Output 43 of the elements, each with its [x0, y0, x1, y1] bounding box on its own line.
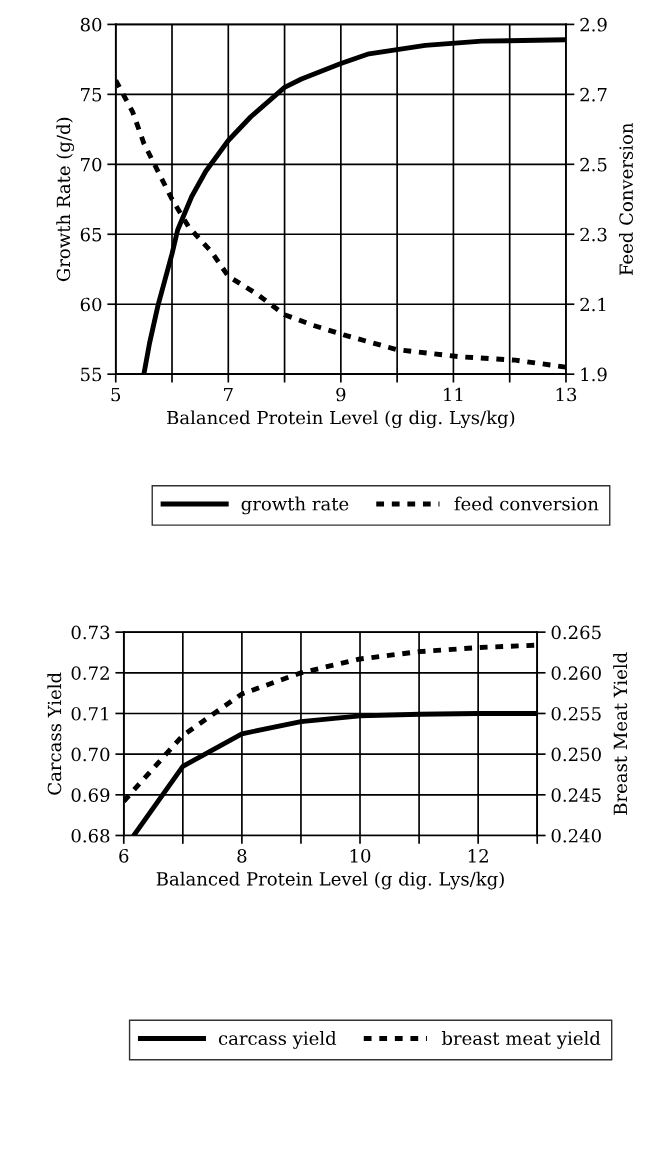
y-tick-label: 0.71: [71, 706, 109, 721]
x-axis-title: Balanced Protein Level (g dig. Lys/kg): [156, 871, 504, 890]
y-tick-label: 55: [81, 367, 102, 382]
x-tick-label: 8: [237, 848, 247, 863]
x-tick-label: 9: [336, 387, 346, 402]
y2-tick-label: 0.265: [551, 625, 601, 640]
y2-tick-label: 2.1: [580, 297, 606, 312]
y2-axis-title: Breast Meat Yield: [613, 652, 628, 815]
y-axis-title: Carcass Yield: [47, 672, 62, 795]
y-axis-title: Growth Rate (g/d): [56, 117, 75, 282]
x-tick-label: 11: [444, 387, 463, 402]
y2-tick-label: 0.250: [551, 747, 601, 762]
y2-tick-label: 2.9: [580, 17, 607, 32]
legend-label: breast meat yield: [441, 1031, 601, 1049]
x-tick-label: 5: [111, 387, 121, 402]
y2-tick-label: 0.260: [551, 666, 601, 680]
y-tick-label: 0.69: [71, 788, 110, 802]
y2-axis-title: Feed Conversion: [618, 123, 633, 276]
y2-tick-label: 0.240: [551, 828, 601, 843]
y-tick-label: 0.68: [71, 828, 110, 843]
y2-tick-label: 2.5: [580, 157, 607, 172]
y-tick-label: 60: [80, 297, 102, 312]
legend-label: feed conversion: [454, 496, 599, 511]
y-tick-label: 80: [80, 17, 102, 32]
y-tick-label: 70: [81, 157, 102, 172]
x-tick-label: 7: [224, 387, 233, 402]
y-tick-label: 0.72: [71, 666, 109, 680]
y2-tick-label: 2.7: [580, 87, 607, 102]
x-tick-label: 13: [556, 387, 577, 402]
y-tick-label: 0.73: [71, 625, 110, 640]
y2-tick-label: 1.9: [581, 367, 607, 382]
y2-tick-label: 2.3: [580, 227, 607, 242]
x-tick-label: 6: [119, 848, 129, 863]
x-tick-label: 10: [350, 848, 371, 863]
y-tick-label: 75: [81, 88, 102, 102]
y2-tick-label: 0.255: [551, 706, 601, 721]
x-axis-title: Balanced Protein Level (g dig. Lys/kg): [167, 410, 515, 429]
legend-label: carcass yield: [218, 1031, 337, 1049]
legend-label: growth rate: [241, 496, 349, 515]
y-tick-label: 65: [80, 227, 102, 242]
y-tick-label: 0.70: [71, 747, 110, 762]
y2-tick-label: 0.245: [551, 788, 601, 802]
x-tick-label: 12: [468, 848, 488, 863]
